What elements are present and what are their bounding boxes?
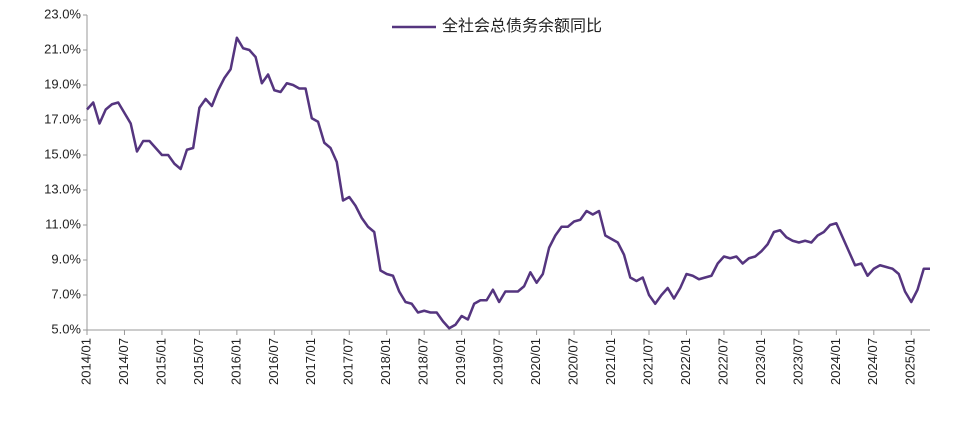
x-tick-label: 2024/07 <box>865 338 880 385</box>
x-tick-label: 2017/01 <box>303 338 318 385</box>
x-tick-label: 2014/07 <box>116 338 131 385</box>
series-line <box>86 36 930 330</box>
y-tick-label: 9.0% <box>51 251 81 266</box>
y-tick-label: 11.0% <box>45 216 81 231</box>
x-tick-label: 2021/07 <box>640 338 655 385</box>
x-tick-label: 2016/01 <box>228 338 243 385</box>
x-tick-label: 2020/01 <box>528 338 543 385</box>
y-tick-label: 7.0% <box>51 286 81 301</box>
x-tick-label: 2018/07 <box>416 338 431 385</box>
x-tick-label: 2016/07 <box>266 338 281 385</box>
y-tick-label: 17.0% <box>44 111 81 126</box>
x-tick-label: 2020/07 <box>566 338 581 385</box>
x-tick-label: 2015/07 <box>191 338 206 385</box>
x-tick-label: 2022/01 <box>678 338 693 385</box>
x-tick-label: 2019/01 <box>453 338 468 385</box>
y-tick-label: 5.0% <box>51 321 81 336</box>
y-tick-label: 13.0% <box>44 181 81 196</box>
x-tick-label: 2014/01 <box>78 338 93 385</box>
x-tick-label: 2015/01 <box>153 338 168 385</box>
x-tick-label: 2023/01 <box>753 338 768 385</box>
x-tick-label: 2023/07 <box>790 338 805 385</box>
x-tick-label: 2024/01 <box>828 338 843 385</box>
x-tick-label: 2021/01 <box>603 338 618 385</box>
y-tick-label: 19.0% <box>44 76 81 91</box>
x-tick-label: 2018/01 <box>378 338 393 385</box>
legend-label: 全社会总债务余额同比 <box>442 16 602 35</box>
y-tick-label: 15.0% <box>44 146 81 161</box>
y-tick-label: 21.0% <box>44 41 81 56</box>
x-tick-label: 2025/01 <box>903 338 918 385</box>
x-tick-label: 2022/07 <box>715 338 730 385</box>
x-tick-label: 2017/07 <box>341 338 356 385</box>
y-tick-label: 23.0% <box>44 6 81 21</box>
x-tick-label: 2019/07 <box>491 338 506 385</box>
